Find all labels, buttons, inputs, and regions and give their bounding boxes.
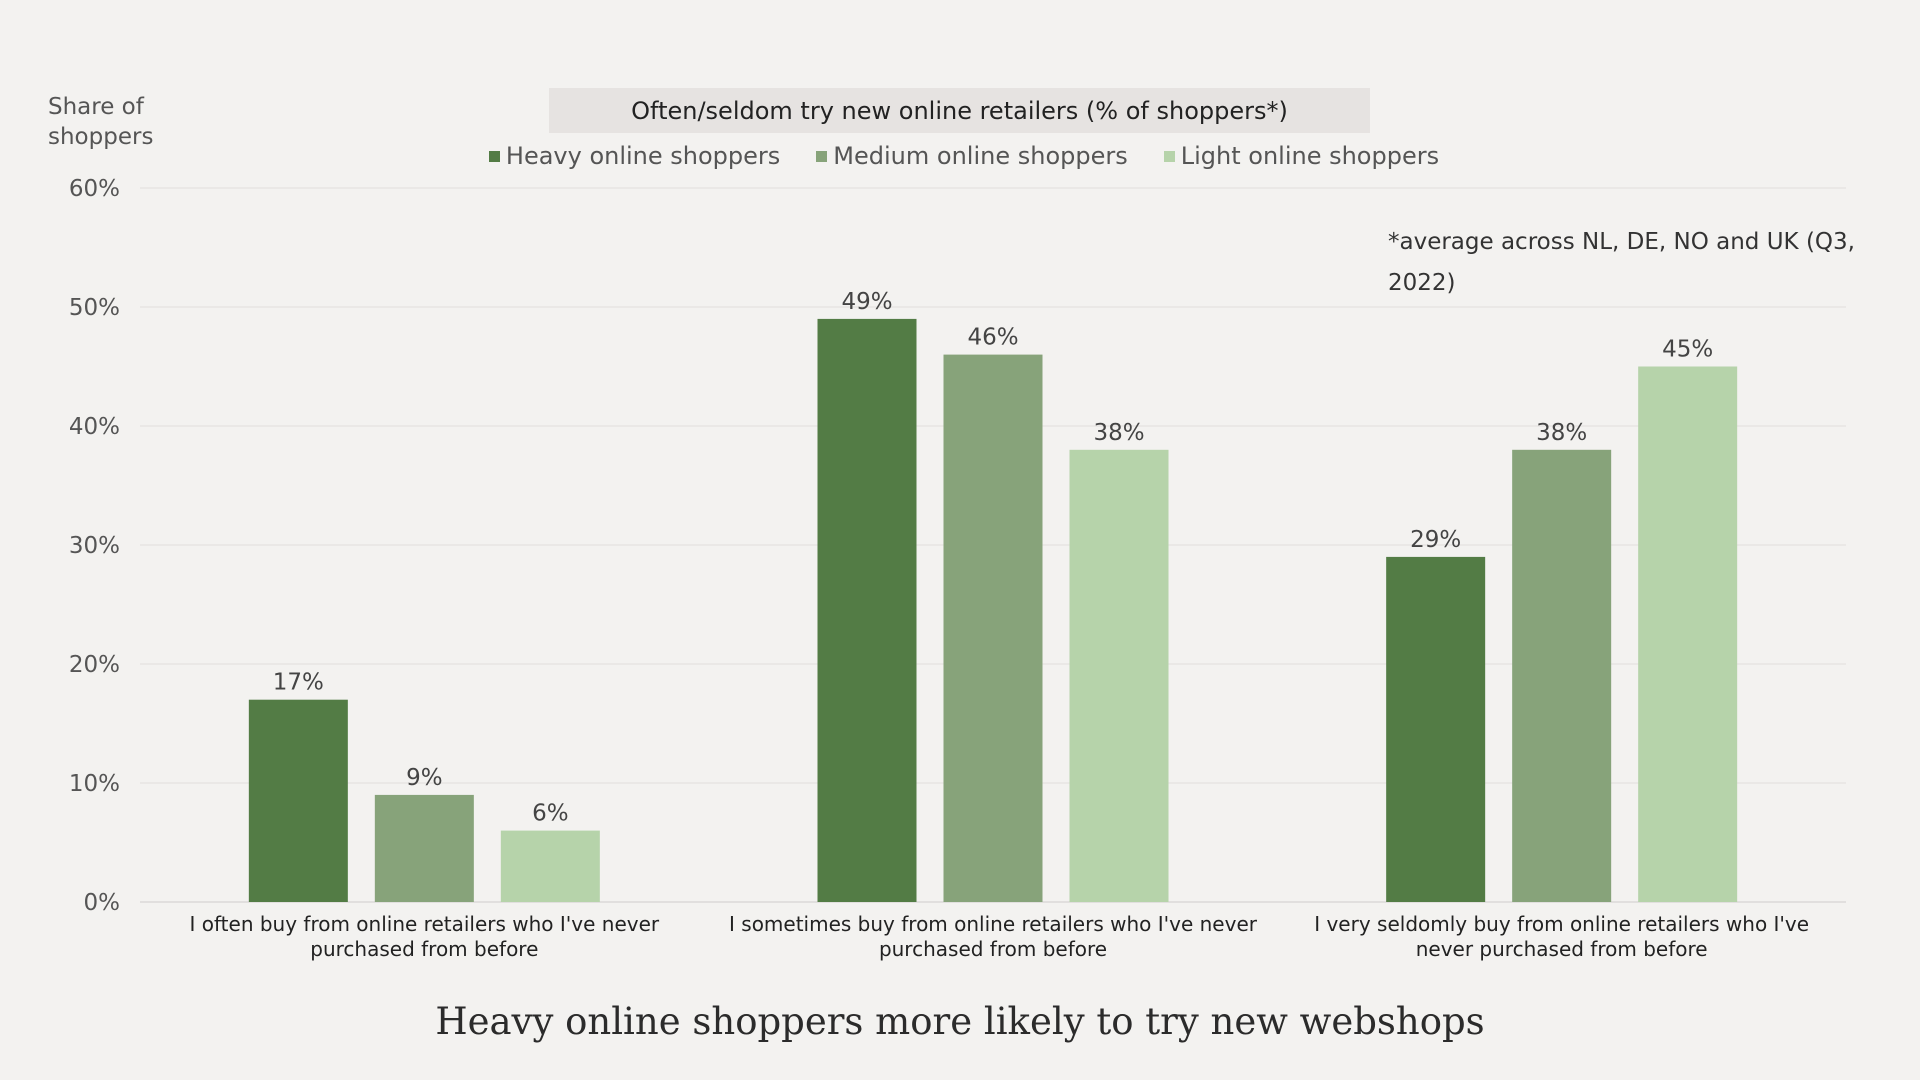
data-label: 9% — [406, 765, 443, 791]
bar — [1386, 556, 1486, 902]
y-tick-label: 50% — [69, 295, 120, 321]
data-label: 6% — [532, 801, 569, 827]
data-label: 49% — [841, 289, 892, 315]
legend-label: Medium online shoppers — [833, 142, 1128, 170]
y-tick-label: 60% — [69, 176, 120, 202]
legend-item: Heavy online shoppers — [488, 140, 781, 172]
y-axis-label: Share of shoppers — [48, 94, 154, 150]
y-tick-label: 20% — [69, 652, 120, 678]
data-label: 29% — [1410, 527, 1461, 553]
legend-label: Light online shoppers — [1180, 142, 1440, 170]
chart-legend: Heavy online shoppers Medium online shopp… — [0, 140, 1920, 172]
legend-swatch — [816, 150, 828, 162]
data-label: 45% — [1662, 337, 1713, 363]
data-label: 38% — [1536, 420, 1587, 446]
bar — [500, 830, 600, 902]
chart-caption: Heavy online shoppers more likely to try… — [435, 1000, 1485, 1043]
y-tick-label: 30% — [69, 533, 120, 559]
bar — [1069, 449, 1169, 902]
x-category-label: I very seldomly buy from online retailer… — [1314, 912, 1810, 961]
legend-item: Light online shoppers — [1163, 140, 1440, 172]
data-label: 17% — [273, 670, 324, 696]
bar — [248, 699, 348, 902]
legend-item: Medium online shoppers — [816, 140, 1128, 172]
legend-swatch — [488, 150, 500, 162]
footnote-annotation: *average across NL, DE, NO and UK (Q3, 2… — [1388, 229, 1855, 296]
y-tick-label: 0% — [84, 890, 121, 916]
bar — [817, 318, 917, 902]
x-category-label: I often buy from online retailers who I'… — [189, 912, 660, 961]
y-tick-label: 40% — [69, 414, 120, 440]
legend-title: Often/seldom try new online retailers (%… — [549, 88, 1370, 133]
x-category-label: I sometimes buy from online retailers wh… — [729, 912, 1257, 961]
bar — [1512, 449, 1612, 902]
data-label: 38% — [1093, 420, 1144, 446]
bar — [943, 354, 1043, 903]
legend-label: Heavy online shoppers — [505, 142, 781, 170]
bar — [374, 794, 474, 902]
y-tick-label: 10% — [69, 771, 120, 797]
data-label: 46% — [967, 325, 1018, 351]
bar — [1638, 366, 1738, 902]
legend-swatch — [1163, 150, 1175, 162]
